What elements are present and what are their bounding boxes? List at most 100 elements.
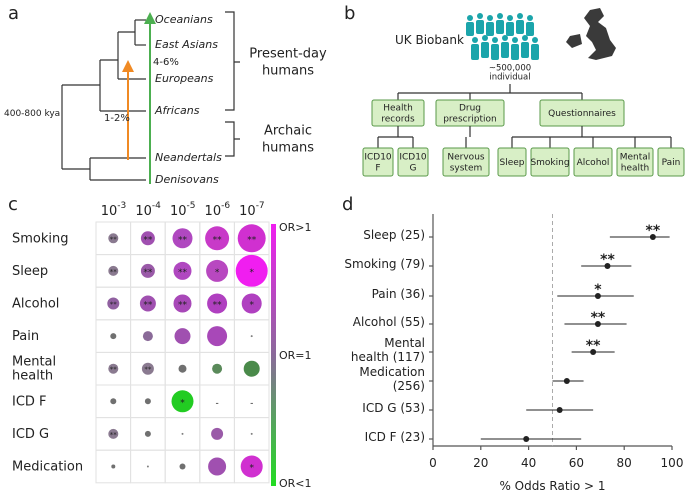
significance-label: *: [180, 398, 185, 408]
bubble: [141, 362, 154, 375]
estimate-dot: [604, 263, 611, 269]
uk-map: [566, 8, 616, 60]
significance-label: **: [213, 300, 223, 310]
people-icon: [466, 13, 539, 60]
group-label: Archaic humans: [262, 123, 314, 155]
significance-label: **: [586, 338, 601, 354]
bubble: [205, 226, 230, 251]
x-tick-label: 60: [569, 456, 584, 470]
bubble: [181, 432, 184, 435]
bubble: [108, 265, 119, 276]
column-base: 10: [205, 204, 222, 219]
column-exponent: -6: [221, 201, 230, 211]
significance-label: *: [249, 300, 254, 310]
bubble: [110, 333, 117, 340]
estimate-dot: [590, 349, 597, 355]
significance-label: *: [249, 267, 254, 277]
bubble: [144, 430, 151, 437]
flow-label: 1-2%: [104, 113, 130, 124]
column-base: 10: [239, 204, 256, 219]
significance-label: *: [215, 267, 220, 277]
bubble: [235, 254, 268, 287]
bubble: [108, 428, 119, 439]
box-label: Drug prescription: [443, 103, 497, 124]
biobank-title: UK Biobank: [395, 33, 464, 47]
bubble: [240, 455, 263, 478]
box-label: Smoking: [530, 158, 569, 168]
significance-label: **: [213, 235, 223, 245]
arrow-head: [122, 60, 134, 72]
y-tick-label: ICD F (23): [365, 430, 425, 444]
row-label: ICD G: [12, 426, 49, 441]
significance-label: **: [110, 366, 118, 374]
group-label: Present-day humans: [249, 46, 327, 78]
legend-label: OR>1: [279, 221, 312, 234]
x-tick-label: 40: [521, 456, 536, 470]
bubble: [144, 398, 151, 405]
row-label: Medication: [12, 459, 83, 474]
significance-label: -: [215, 398, 218, 408]
box-label: Sleep: [499, 158, 524, 168]
box-label: Questionnaires: [548, 109, 616, 119]
bubble: [173, 294, 192, 313]
bubble: [111, 464, 116, 469]
significance-label: *: [249, 463, 254, 473]
legend-label: OR<1: [279, 477, 312, 490]
estimate-dot: [563, 378, 570, 384]
bubble: [206, 259, 229, 282]
column-exponent: -3: [117, 201, 126, 211]
significance-label: **: [110, 301, 118, 309]
bubble: [173, 261, 192, 280]
y-tick-label: Smoking (79): [344, 257, 425, 271]
bubble: [243, 360, 260, 377]
color-bar: [271, 224, 276, 486]
bubble: [107, 297, 120, 310]
panel-letter: c: [8, 194, 18, 215]
leaf-label: Europeans: [155, 72, 214, 85]
x-tick-label: 0: [429, 456, 437, 470]
panel-letter: b: [344, 3, 355, 24]
estimate-dot: [594, 293, 601, 299]
category-box: [362, 147, 394, 177]
bubble: [250, 335, 253, 338]
x-tick-label: 20: [473, 456, 488, 470]
estimate-dot: [523, 436, 530, 442]
significance-label: **: [600, 252, 615, 268]
leaf-label: East Asians: [155, 38, 218, 51]
bubble: [108, 233, 119, 244]
category-box: [497, 147, 527, 177]
box-label: ICD10 F: [364, 152, 392, 173]
significance-label: **: [143, 235, 153, 245]
significance-label: **: [178, 300, 188, 310]
bubble: [178, 364, 187, 373]
column-exponent: -7: [256, 201, 265, 211]
category-box: [397, 147, 429, 177]
x-tick-label: 100: [661, 456, 684, 470]
row-label: Pain: [12, 329, 39, 344]
category-box: [616, 147, 654, 177]
bubble: [140, 231, 155, 246]
bubble: [139, 295, 156, 312]
bubble: [237, 224, 266, 253]
estimate-dot: [594, 321, 601, 327]
bubble: [208, 457, 227, 476]
bubble: [172, 228, 193, 249]
panel-letter: a: [8, 3, 19, 24]
bubble: [108, 363, 119, 374]
column-base: 10: [101, 204, 118, 219]
significance-label: **: [143, 300, 153, 310]
y-tick-label: Alcohol (55): [353, 315, 425, 329]
bubble: [142, 331, 153, 342]
estimate-dot: [556, 407, 563, 413]
bubble: [171, 390, 194, 413]
legend-label: OR=1: [279, 349, 312, 362]
significance-label: **: [110, 235, 118, 243]
row-label: ICD F: [12, 394, 47, 409]
bubble: [146, 465, 149, 468]
category-box: [442, 147, 490, 177]
bubble: [110, 398, 117, 405]
significance-label: -: [250, 398, 253, 408]
grid-cell: [233, 449, 270, 484]
row-label: Mental health: [12, 354, 56, 383]
